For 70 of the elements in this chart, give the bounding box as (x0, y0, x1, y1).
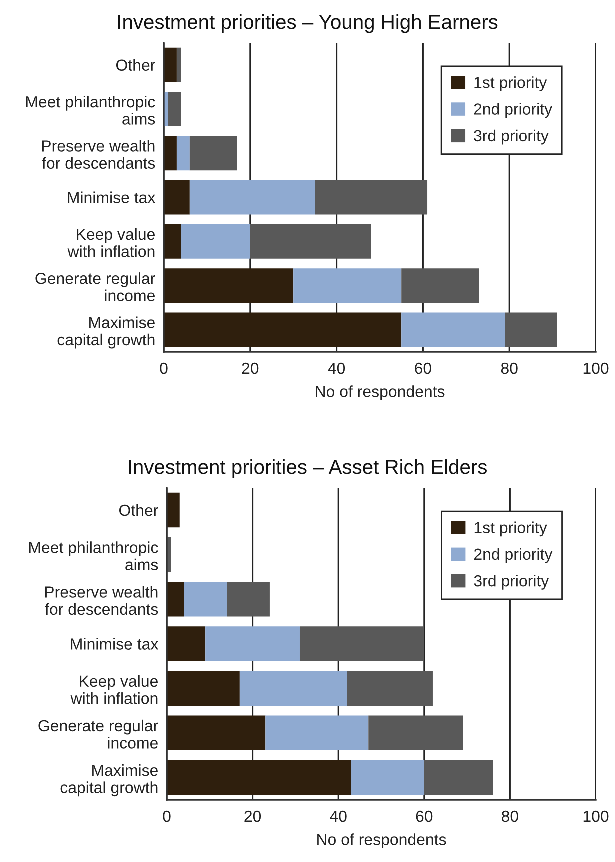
y-tick-label: Preserve wealth for descendants (42, 140, 156, 170)
bar (227, 582, 270, 617)
x-axis-title: No of respondents (316, 386, 445, 401)
bar (167, 582, 184, 617)
y-tick-label: Maximise capital growth (60, 764, 158, 797)
bar (167, 716, 266, 751)
legend-label: 1st priority (474, 76, 548, 92)
x-tick-label: 100 (584, 362, 609, 374)
bar (351, 760, 424, 796)
x-tick-label: 40 (328, 362, 346, 374)
bar (250, 224, 372, 259)
legend-label: 2nd priority (474, 548, 553, 564)
bar (176, 48, 182, 82)
bar (266, 716, 369, 751)
bar (368, 716, 464, 751)
x-tick-label: 60 (415, 362, 432, 374)
bar (184, 582, 228, 617)
y-tick-label: Preserve wealth for descendants (45, 586, 158, 616)
y-tick-label: Generate regular income (38, 720, 158, 749)
chart-title: Investment priorities – Asset Rich Elders (129, 460, 487, 478)
chart-title: Investment priorities – Young High Earners (118, 14, 498, 34)
bar (164, 224, 182, 259)
bar (164, 136, 177, 171)
x-axis-title: No of respondents (318, 834, 446, 849)
bar (315, 180, 428, 215)
x-tick-label: 100 (584, 810, 609, 822)
bar (164, 48, 177, 82)
y-tick-label: Meet philanthropic aims (29, 542, 158, 571)
bar (294, 268, 402, 303)
x-tick-label: 40 (330, 810, 347, 822)
bar (190, 136, 238, 171)
bar (181, 224, 250, 259)
x-tick-label: 80 (501, 362, 518, 374)
y-tick-label: Other (116, 59, 156, 72)
bar (164, 180, 190, 215)
x-tick-label: 20 (244, 810, 262, 822)
bar (164, 268, 294, 303)
x-tick-label: 0 (160, 362, 168, 374)
x-tick-label: 20 (242, 362, 259, 374)
bar (164, 312, 402, 348)
x-tick-label: 60 (416, 810, 433, 822)
y-tick-label: Generate regular income (36, 272, 156, 302)
y-tick-label: Keep value with inflation (70, 675, 158, 704)
legend-label: 2nd priority (474, 103, 552, 118)
y-tick-label: Other (119, 504, 158, 516)
y-tick-label: Meet philanthropic aims (26, 96, 156, 125)
bar (206, 626, 300, 662)
bar (347, 671, 433, 706)
bar (167, 760, 352, 796)
bar (168, 92, 182, 126)
x-tick-label: 0 (163, 810, 171, 822)
legend-label: 3rd priority (474, 575, 550, 590)
bar (424, 760, 494, 796)
bar (402, 268, 480, 303)
bar (167, 626, 206, 662)
legend-label: 1st priority (474, 522, 548, 537)
y-tick-label: Maximise capital growth (58, 316, 155, 349)
x-tick-label: 80 (502, 810, 518, 822)
bar (505, 312, 558, 348)
bar (190, 180, 316, 215)
y-tick-label: Keep value with inflation (68, 228, 155, 258)
bar (300, 626, 424, 662)
y-tick-label: Minimise tax (68, 192, 156, 204)
bar (402, 312, 506, 348)
bar (167, 671, 240, 706)
y-tick-label: Minimise tax (71, 638, 158, 650)
bar (240, 671, 348, 706)
legend-label: 3rd priority (474, 130, 549, 145)
bar (176, 136, 190, 171)
bar (167, 492, 180, 528)
